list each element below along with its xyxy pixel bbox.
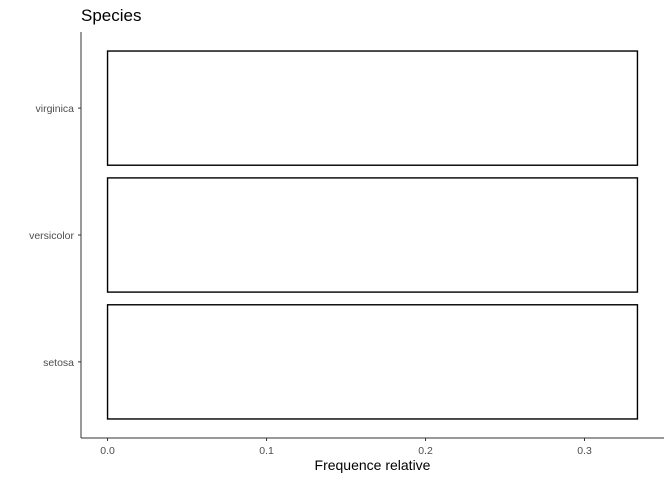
x-tick-label: 0.0 [100,445,115,457]
x-axis-title: Frequence relative [315,457,431,473]
x-tick-label: 0.3 [577,445,592,457]
y-tick-label: virginica [35,103,74,115]
chart-title: Species [81,6,141,25]
bar-versicolor [106,177,639,293]
bar-virginica [106,50,639,166]
y-ticks-group: setosa versicolor virginica [29,103,81,369]
y-tick-label: setosa [43,357,74,369]
x-tick-label: 0.2 [418,445,433,457]
bar-setosa [106,304,639,420]
bars-group [106,50,639,420]
x-ticks-group: 0.0 0.1 0.2 0.3 [100,438,592,457]
x-tick-label: 0.1 [259,445,274,457]
y-tick-label: versicolor [29,230,74,242]
